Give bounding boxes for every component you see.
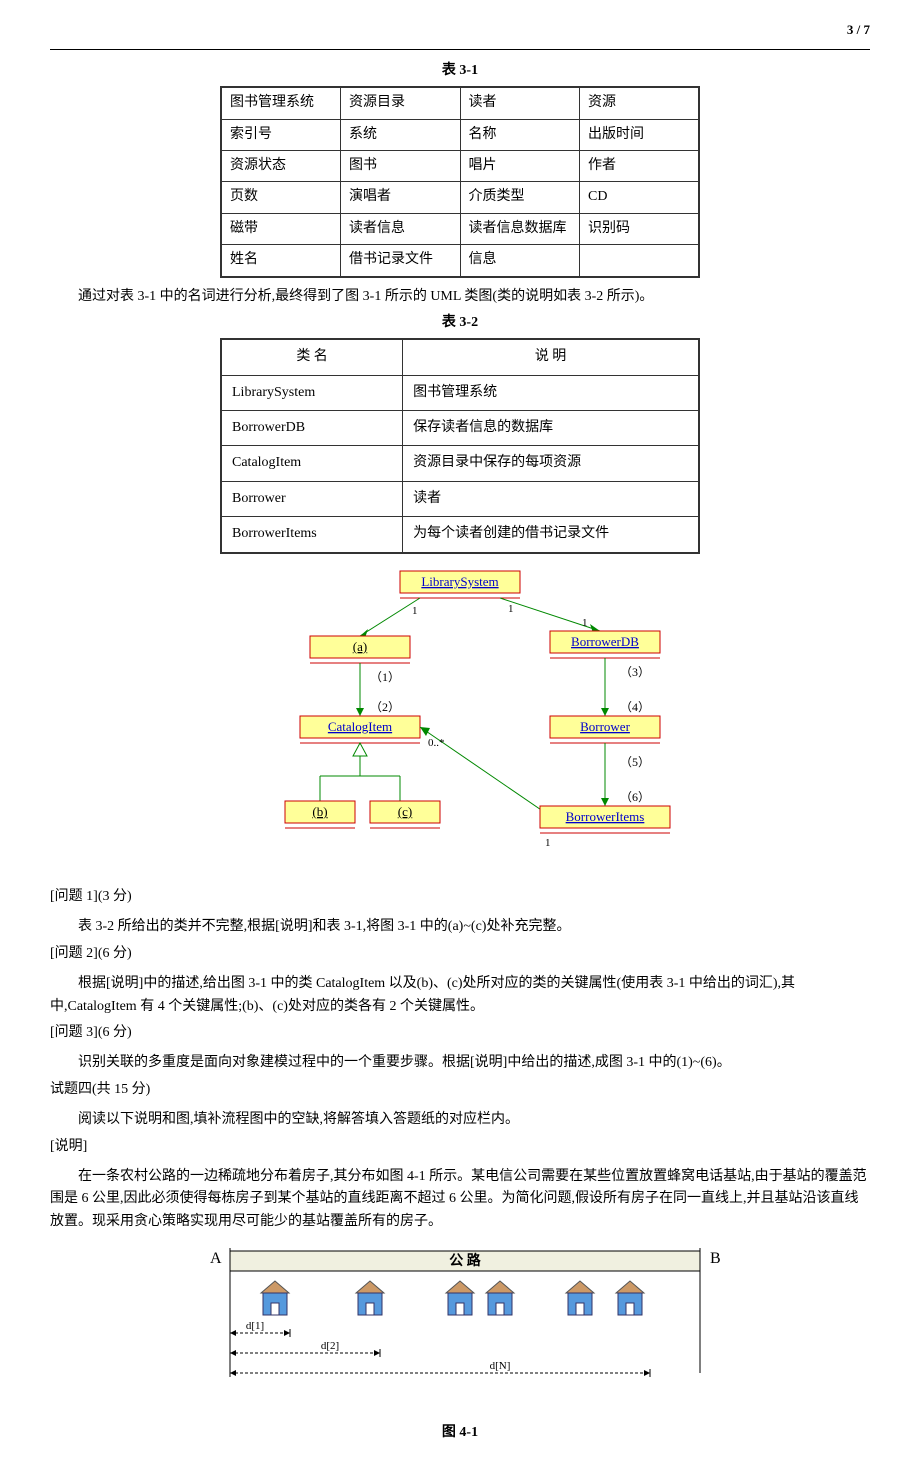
table-cell: 读者信息	[341, 213, 461, 244]
svg-text:1: 1	[508, 603, 514, 615]
svg-text:（1）: （1）	[370, 670, 400, 684]
svg-text:LibrarySystem: LibrarySystem	[421, 574, 498, 589]
table-cell: 姓名	[221, 245, 341, 277]
svg-text:（2）: （2）	[370, 700, 400, 714]
svg-text:d[1]: d[1]	[246, 1320, 264, 1332]
svg-text:(a): (a)	[353, 639, 367, 654]
table-cell: 演唱者	[341, 182, 461, 213]
t32-h0: 类 名	[221, 339, 403, 375]
q4-body: 在一条农村公路的一边稀疏地分布着房子,其分布如图 4-1 所示。某电信公司需要在…	[50, 1166, 870, 1233]
table-cell: 资源	[580, 87, 700, 119]
q2-title: [问题 2](6 分)	[50, 943, 870, 965]
svg-text:（4）: （4）	[620, 700, 650, 714]
table-cell: 为每个读者创建的借书记录文件	[403, 517, 699, 553]
table-3-1: 图书管理系统资源目录读者资源索引号系统名称出版时间资源状态图书唱片作者页数演唱者…	[220, 86, 700, 277]
table-cell: 页数	[221, 182, 341, 213]
q3-title: [问题 3](6 分)	[50, 1022, 870, 1044]
table-cell: 图书	[341, 150, 461, 181]
svg-text:（6）: （6）	[620, 790, 650, 804]
table-cell: 资源目录	[341, 87, 461, 119]
q2-body: 根据[说明]中的描述,给出图 3-1 中的类 CatalogItem 以及(b)…	[50, 973, 870, 1018]
table-cell: 保存读者信息的数据库	[403, 411, 699, 446]
svg-text:BorrowerItems: BorrowerItems	[566, 809, 645, 824]
svg-text:公 路: 公 路	[449, 1252, 481, 1269]
svg-text:Borrower: Borrower	[580, 719, 630, 734]
table-cell: 资源状态	[221, 150, 341, 181]
table-cell: 图书管理系统	[403, 375, 699, 410]
table-cell: Borrower	[221, 481, 403, 516]
q3-body: 识别关联的多重度是面向对象建模过程中的一个重要步骤。根据[说明]中给出的描述,成…	[50, 1052, 870, 1074]
svg-text:BorrowerDB: BorrowerDB	[571, 634, 639, 649]
table-cell: 读者信息数据库	[460, 213, 580, 244]
table-cell: 读者	[403, 481, 699, 516]
table-cell: 读者	[460, 87, 580, 119]
svg-text:d[N]: d[N]	[490, 1360, 511, 1372]
table31-caption: 表 3-1	[50, 60, 870, 82]
table-cell: BorrowerDB	[221, 411, 403, 446]
svg-text:CatalogItem: CatalogItem	[328, 719, 392, 734]
table-cell: 系统	[341, 119, 461, 150]
q1-body: 表 3-2 所给出的类并不完整,根据[说明]和表 3-1,将图 3-1 中的(a…	[50, 916, 870, 938]
table-cell	[580, 245, 700, 277]
table-cell: 信息	[460, 245, 580, 277]
q4-shuoming: [说明]	[50, 1136, 870, 1158]
top-rule	[50, 49, 870, 50]
table-cell: 识别码	[580, 213, 700, 244]
q4-line1: 阅读以下说明和图,填补流程图中的空缺,将解答填入答题纸的对应栏内。	[50, 1109, 870, 1131]
table-3-2: 类 名 说 明 LibrarySystem图书管理系统BorrowerDB保存读…	[220, 338, 700, 553]
page-number: 3 / 7	[50, 20, 870, 41]
table-cell: 出版时间	[580, 119, 700, 150]
table-cell: CD	[580, 182, 700, 213]
svg-text:1: 1	[412, 605, 418, 617]
svg-text:(c): (c)	[398, 804, 412, 819]
svg-text:0..*: 0..*	[428, 737, 445, 749]
svg-text:B: B	[710, 1250, 721, 1267]
svg-text:(b): (b)	[312, 804, 327, 819]
table-cell: 资源目录中保存的每项资源	[403, 446, 699, 481]
svg-text:（3）: （3）	[620, 665, 650, 679]
table-cell: LibrarySystem	[221, 375, 403, 410]
t32-h1: 说 明	[403, 339, 699, 375]
svg-text:d[2]: d[2]	[321, 1340, 339, 1352]
svg-text:1: 1	[582, 617, 588, 629]
table-cell: 介质类型	[460, 182, 580, 213]
table-cell: 唱片	[460, 150, 580, 181]
table32-caption: 表 3-2	[50, 312, 870, 334]
table-cell: BorrowerItems	[221, 517, 403, 553]
figure-4-1: A B 公 路 d[1]	[50, 1243, 870, 1411]
table-cell: 索引号	[221, 119, 341, 150]
svg-text:1: 1	[545, 837, 551, 849]
table-cell: 借书记录文件	[341, 245, 461, 277]
q1-title: [问题 1](3 分)	[50, 886, 870, 908]
para-after-t31: 通过对表 3-1 中的名词进行分析,最终得到了图 3-1 所示的 UML 类图(…	[50, 286, 870, 308]
table-cell: CatalogItem	[221, 446, 403, 481]
table-cell: 名称	[460, 119, 580, 150]
fig41-caption: 图 4-1	[50, 1422, 870, 1444]
svg-text:A: A	[210, 1250, 222, 1267]
uml-diagram: LibrarySystem 1 1 1 (a) BorrowerDB （1） （…	[50, 566, 870, 874]
table-cell: 作者	[580, 150, 700, 181]
table-cell: 图书管理系统	[221, 87, 341, 119]
q4-title: 试题四(共 15 分)	[50, 1079, 870, 1101]
svg-text:（5）: （5）	[620, 755, 650, 769]
table-cell: 磁带	[221, 213, 341, 244]
